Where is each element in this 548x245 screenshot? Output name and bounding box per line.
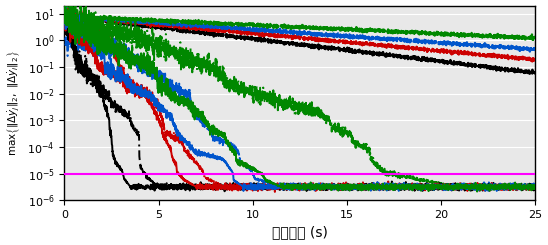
X-axis label: 迭代时间 (s): 迭代时间 (s) [272, 225, 328, 239]
Y-axis label: $\max\left\{\|\Delta\dot{y}_j\|_2,\ \|\Delta\dot{y}_i\|_2\right\}$: $\max\left\{\|\Delta\dot{y}_j\|_2,\ \|\D… [5, 50, 22, 156]
